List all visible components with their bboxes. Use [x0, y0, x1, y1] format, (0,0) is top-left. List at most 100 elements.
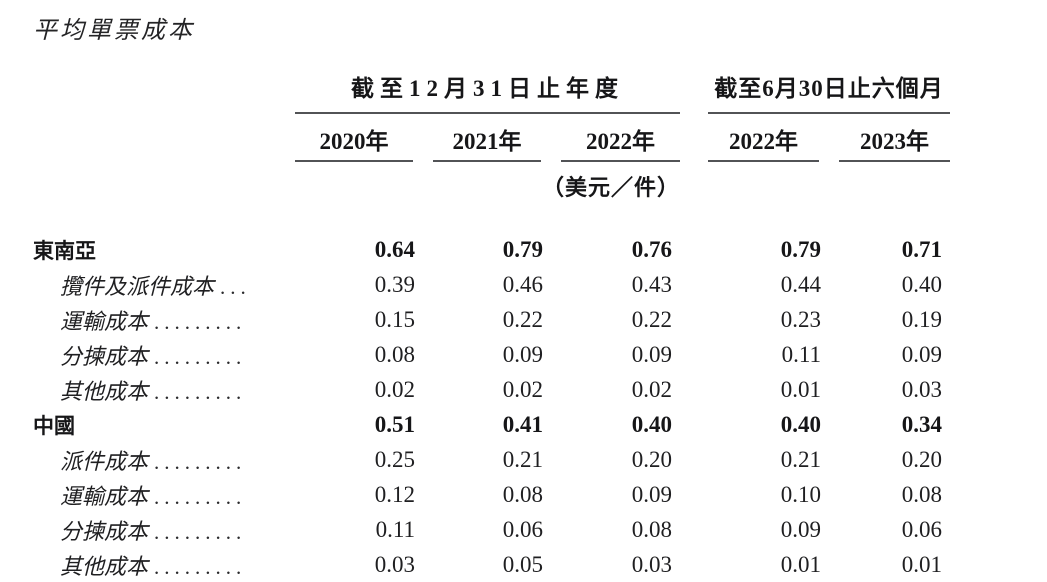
column-gap — [680, 407, 708, 442]
year-header-2022-annual: 2022年 — [561, 122, 680, 162]
row-label-cell: 中國 — [0, 407, 295, 442]
value-cell: 0.40 — [631, 411, 672, 437]
spacer-cell — [950, 61, 1047, 113]
column-gap — [680, 267, 708, 302]
value-cell: 0.34 — [901, 411, 942, 437]
value-cell: 0.12 — [374, 481, 415, 507]
row-label: 運輸成本 — [60, 308, 149, 334]
value-cell: 0.21 — [502, 446, 543, 472]
year-header-cell: 2023年 — [829, 113, 950, 162]
spacer-cell — [0, 113, 295, 162]
table-row: 分揀成本......... 0.11 0.06 0.08 0.09 0.06 — [0, 512, 1047, 547]
year-header-2022-interim: 2022年 — [708, 122, 819, 162]
right-margin — [950, 302, 1047, 337]
row-label: 分揀成本 — [60, 518, 149, 544]
spacer-cell — [680, 61, 708, 113]
dot-leader: ......... — [154, 309, 247, 334]
value-cell: 0.08 — [502, 481, 543, 507]
row-label: 派件成本 — [60, 448, 149, 474]
value-cell: 0.03 — [374, 551, 415, 577]
value-cell: 0.03 — [901, 376, 942, 402]
value-cell: 0.08 — [631, 516, 672, 542]
column-gap — [680, 232, 708, 267]
value-cell: 0.01 — [780, 376, 821, 402]
value-cell: 0.06 — [901, 516, 942, 542]
value-cell: 0.22 — [502, 306, 543, 332]
value-cell: 0.23 — [780, 306, 821, 332]
year-header-2020: 2020年 — [295, 122, 413, 162]
value-cell: 0.79 — [502, 236, 543, 262]
value-cell: 0.71 — [901, 236, 942, 262]
table-row: 派件成本......... 0.25 0.21 0.20 0.21 0.20 — [0, 442, 1047, 477]
value-cell: 0.09 — [780, 516, 821, 542]
value-cell: 0.09 — [901, 341, 942, 367]
value-cell: 0.01 — [780, 551, 821, 577]
row-label: 分揀成本 — [60, 343, 149, 369]
row-label: 運輸成本 — [60, 483, 149, 509]
table-row: 其他成本......... 0.03 0.05 0.03 0.01 0.01 — [0, 547, 1047, 582]
value-cell: 0.46 — [502, 271, 543, 297]
right-margin — [950, 267, 1047, 302]
spacer-cell — [708, 162, 950, 204]
value-cell: 0.10 — [780, 481, 821, 507]
spacer-cell — [0, 61, 295, 113]
right-margin — [950, 407, 1047, 442]
row-label: 其他成本 — [60, 378, 149, 404]
value-cell: 0.44 — [780, 271, 821, 297]
table-row: 攬件及派件成本... 0.39 0.46 0.43 0.44 0.40 — [0, 267, 1047, 302]
right-margin — [950, 337, 1047, 372]
value-cell: 0.05 — [502, 551, 543, 577]
value-cell: 0.11 — [781, 341, 821, 367]
table-row: 分揀成本......... 0.08 0.09 0.09 0.11 0.09 — [0, 337, 1047, 372]
column-group-interim: 截至6月30日止六個月 — [708, 61, 950, 114]
spacer-cell — [680, 162, 708, 204]
spacer-cell — [950, 162, 1047, 204]
dot-leader: ... — [220, 274, 251, 299]
year-header-cell: 2021年 — [423, 113, 551, 162]
value-cell: 0.22 — [631, 306, 672, 332]
spacer-cell — [950, 113, 1047, 162]
row-label-cell: 分揀成本......... — [0, 512, 295, 547]
value-cell: 0.15 — [374, 306, 415, 332]
year-header-cell: 2022年 — [551, 113, 680, 162]
row-label: 攬件及派件成本 — [60, 273, 215, 299]
year-header-row: 2020年 2021年 2022年 2022年 2023年 — [0, 113, 1047, 162]
column-gap — [680, 547, 708, 582]
value-cell: 0.40 — [901, 271, 942, 297]
value-cell: 0.39 — [374, 271, 415, 297]
row-label-cell: 其他成本......... — [0, 372, 295, 407]
row-label-cell: 運輸成本......... — [0, 302, 295, 337]
column-gap — [680, 337, 708, 372]
value-cell: 0.76 — [631, 236, 672, 262]
column-gap — [680, 372, 708, 407]
value-cell: 0.21 — [780, 446, 821, 472]
value-cell: 0.51 — [374, 411, 415, 437]
value-cell: 0.19 — [901, 306, 942, 332]
row-label-cell: 分揀成本......... — [0, 337, 295, 372]
right-margin — [950, 547, 1047, 582]
row-label: 東南亞 — [33, 239, 96, 263]
column-group-row: 截至12月31日止年度 截至6月30日止六個月 — [0, 61, 1047, 114]
unit-row: （美元／件） — [0, 162, 1047, 204]
value-cell: 0.11 — [375, 516, 415, 542]
value-cell: 0.02 — [631, 376, 672, 402]
value-cell: 0.08 — [374, 341, 415, 367]
year-header-2023: 2023年 — [839, 122, 950, 162]
column-gap — [680, 512, 708, 547]
row-label-cell: 東南亞 — [0, 232, 295, 267]
column-gap — [680, 477, 708, 512]
value-cell: 0.03 — [631, 551, 672, 577]
unit-note: （美元／件） — [541, 175, 680, 200]
right-margin — [950, 442, 1047, 477]
row-label-cell: 運輸成本......... — [0, 477, 295, 512]
spacer-row — [0, 204, 1047, 232]
value-cell: 0.43 — [631, 271, 672, 297]
spacer-cell — [0, 204, 1047, 232]
value-cell: 0.64 — [374, 236, 415, 262]
document-page: 平均單票成本 截至12月31日止年度 截至6月30日止六個月 2020年 202… — [0, 10, 1047, 582]
spacer-cell — [0, 162, 295, 204]
value-cell: 0.40 — [780, 411, 821, 437]
column-group-annual: 截至12月31日止年度 — [295, 61, 680, 114]
spacer-cell — [680, 113, 708, 162]
dot-leader: ......... — [154, 379, 247, 404]
